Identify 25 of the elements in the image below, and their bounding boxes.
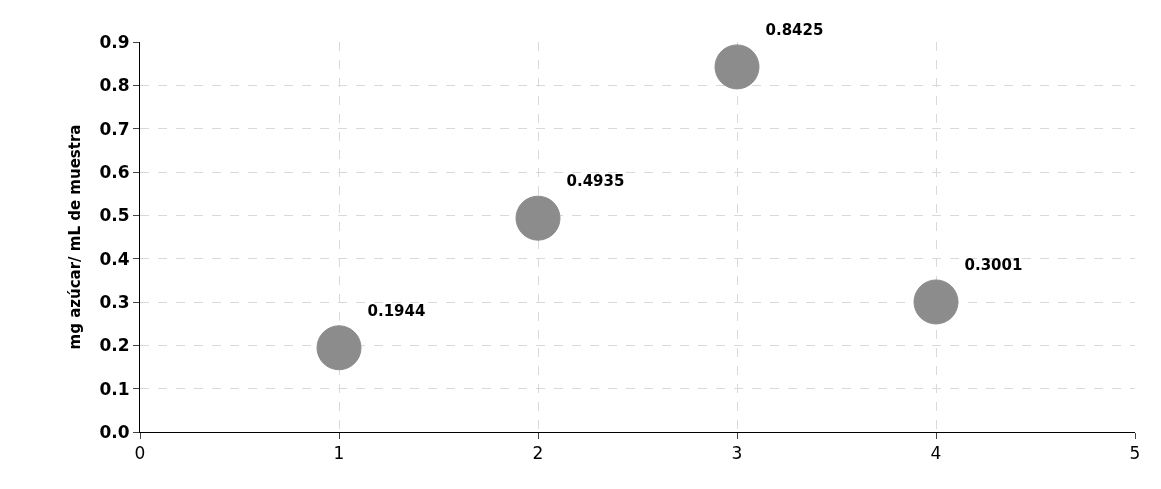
- y-tick-label: 0.7: [99, 118, 130, 139]
- x-tick-label: 2: [532, 443, 544, 464]
- data-label: 0.4935: [566, 171, 625, 190]
- y-tick-label: 0.9: [99, 31, 130, 52]
- data-label: 0.3001: [964, 255, 1023, 274]
- x-tick-label: 4: [930, 443, 942, 464]
- point: [515, 195, 561, 241]
- point: [913, 279, 959, 325]
- y-tick-label: 0.4: [99, 248, 130, 269]
- data-label: 0.1944: [367, 301, 426, 320]
- point: [714, 44, 760, 90]
- y-axis-title: mg azúcar/ mL de muestra: [65, 124, 84, 350]
- y-tick-label: 0.6: [99, 161, 130, 182]
- y-tick-label: 0.2: [99, 335, 130, 356]
- data-label: 0.8425: [765, 20, 824, 39]
- point: [316, 325, 362, 371]
- y-tick-label: 0.1: [99, 378, 130, 399]
- y-tick-label: 0.0: [99, 421, 130, 442]
- x-tick-label: 0: [134, 443, 146, 464]
- x-tick-label: 3: [731, 443, 743, 464]
- y-tick-label: 0.8: [99, 75, 130, 96]
- y-tick-label: 0.3: [99, 291, 130, 312]
- x-tick-label: 5: [1129, 443, 1141, 464]
- x-tick-label: 1: [333, 443, 345, 464]
- y-tick-label: 0.5: [99, 205, 130, 226]
